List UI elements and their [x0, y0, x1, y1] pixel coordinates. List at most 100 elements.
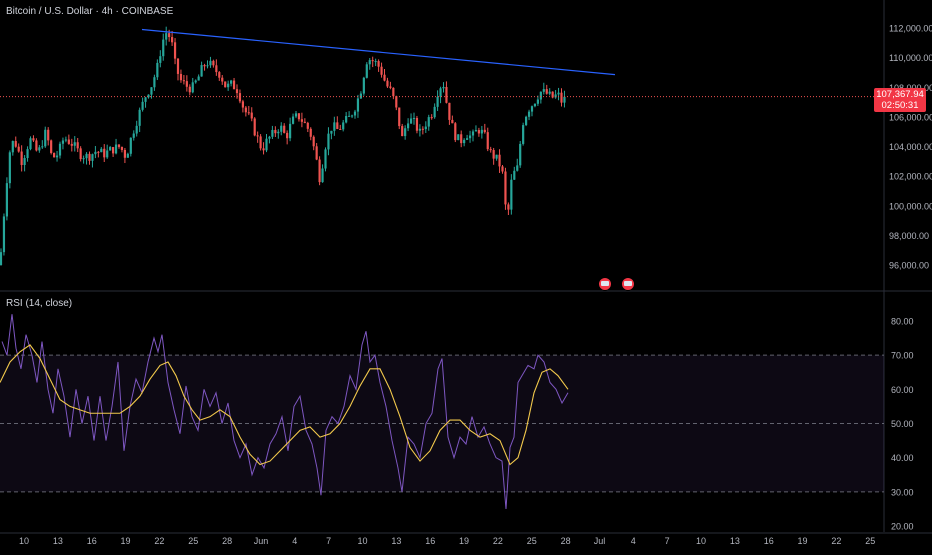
- candle-body: [300, 119, 303, 122]
- candle-body: [168, 33, 171, 38]
- candle-body: [483, 129, 486, 133]
- candle-body: [557, 92, 560, 95]
- candle-body: [439, 88, 442, 97]
- time-axis-tick: Jul: [594, 536, 606, 546]
- time-axis-tick: Jun: [254, 536, 269, 546]
- current-price-value: 107,367.94: [876, 89, 924, 100]
- candle-body: [386, 80, 389, 87]
- candle-body: [117, 144, 121, 147]
- candle-body: [468, 135, 472, 139]
- candle-body: [495, 154, 498, 159]
- candle-body: [471, 131, 475, 136]
- candle-body: [150, 87, 153, 95]
- time-axis-tick: 10: [19, 536, 29, 546]
- candle-body: [427, 117, 430, 127]
- candle-body: [97, 151, 100, 153]
- candle-body: [17, 146, 20, 152]
- candle-body: [38, 147, 41, 151]
- candle-body: [138, 109, 141, 126]
- candle-body: [156, 62, 159, 78]
- candle-body: [297, 113, 301, 120]
- candle-body: [383, 74, 386, 81]
- candle-body: [303, 121, 306, 123]
- candle-body: [206, 65, 209, 67]
- candle-body: [73, 142, 76, 146]
- us-flag-event-icon[interactable]: [598, 277, 612, 291]
- candle-body: [486, 132, 489, 150]
- candle-body: [513, 170, 516, 180]
- candle-body: [277, 131, 280, 134]
- candle-body: [67, 139, 70, 144]
- candle-body: [398, 107, 401, 127]
- candle-body: [480, 129, 483, 134]
- candle-body: [221, 77, 224, 82]
- candle-body: [262, 148, 265, 151]
- candle-body: [551, 91, 554, 98]
- chart-title: Bitcoin / U.S. Dollar · 4h · COINBASE: [6, 6, 174, 17]
- time-axis-tick: 22: [154, 536, 164, 546]
- candle-body: [377, 61, 380, 67]
- candle-body: [241, 101, 244, 108]
- candle-body: [132, 133, 135, 138]
- us-flag-event-icon[interactable]: [621, 277, 635, 291]
- candle-body: [215, 65, 218, 73]
- candle-body: [238, 93, 242, 102]
- candle-body: [247, 112, 250, 114]
- candle-body: [318, 159, 321, 183]
- rsi-axis-tick: 80.00: [891, 317, 914, 327]
- candle-body: [525, 116, 528, 126]
- time-axis-tick: 19: [459, 536, 469, 546]
- time-axis-tick: 7: [326, 536, 331, 546]
- candle-body: [542, 89, 545, 92]
- candle-body: [492, 150, 495, 159]
- price-axis-tick: 104,000.00: [889, 142, 932, 152]
- time-axis-tick: 4: [292, 536, 297, 546]
- candle-body: [103, 148, 106, 158]
- rsi-moving-average-line: [0, 344, 569, 466]
- candle-body: [548, 91, 551, 94]
- candle-body: [563, 96, 566, 103]
- candle-body: [433, 106, 436, 118]
- candle-body: [23, 158, 26, 166]
- rsi-axis-tick: 50.00: [891, 419, 914, 429]
- rsi-line: [1, 314, 569, 509]
- candle-body: [250, 112, 253, 119]
- candles-group: [0, 26, 566, 266]
- candle-body: [274, 129, 277, 134]
- candle-body: [291, 116, 295, 124]
- candle-body: [94, 151, 97, 155]
- candle-body: [144, 97, 147, 102]
- candle-body: [424, 126, 427, 130]
- candle-body: [123, 149, 126, 158]
- candle-body: [365, 64, 368, 78]
- candle-body: [147, 94, 150, 98]
- candle-body: [203, 65, 206, 67]
- price-axis-tick: 102,000.00: [889, 172, 932, 182]
- candle-body: [8, 152, 11, 184]
- candle-body: [79, 148, 82, 160]
- candle-body: [418, 128, 421, 131]
- candle-body: [342, 122, 345, 130]
- time-axis-tick: 10: [696, 536, 706, 546]
- candle-body: [401, 126, 404, 137]
- candle-body: [112, 147, 115, 154]
- candle-body: [404, 128, 407, 137]
- candle-body: [407, 123, 410, 129]
- candle-body: [188, 86, 191, 93]
- candle-body: [356, 98, 360, 112]
- time-axis-tick: 28: [222, 536, 232, 546]
- candle-body: [20, 151, 23, 166]
- candle-body: [368, 60, 371, 65]
- candle-body: [26, 149, 29, 159]
- candle-body: [11, 141, 14, 153]
- time-axis-tick: 25: [188, 536, 198, 546]
- candle-body: [153, 77, 156, 88]
- candle-body: [191, 82, 194, 93]
- candle-body: [35, 140, 38, 151]
- candle-body: [88, 153, 91, 161]
- candle-body: [114, 144, 118, 154]
- candle-body: [539, 91, 542, 100]
- candle-body: [286, 132, 289, 139]
